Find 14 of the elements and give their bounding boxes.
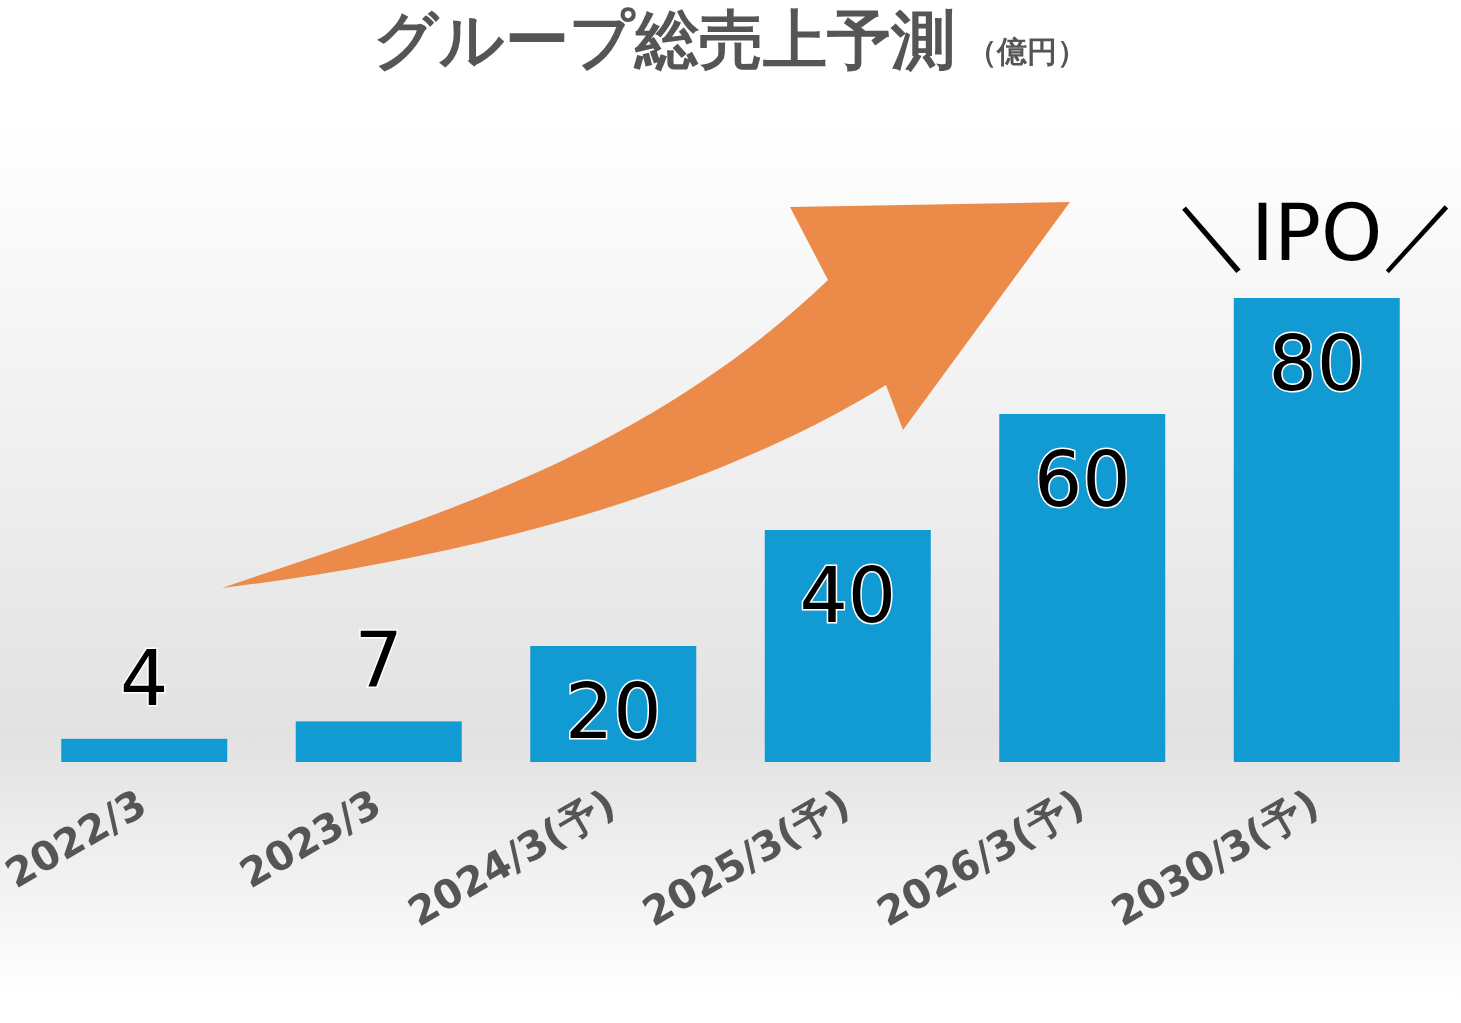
data-label: 20 [564, 667, 662, 756]
data-label: 4 [120, 633, 169, 723]
bar [295, 721, 462, 762]
bar [764, 530, 931, 762]
data-label: 40 [799, 551, 897, 640]
chart-title: グループ総売上予測 [373, 3, 955, 77]
annotation: ＼IPO／ [1173, 188, 1461, 278]
data-label: 80 [1268, 319, 1366, 408]
data-label: 7 [354, 616, 403, 706]
bar [999, 414, 1166, 762]
bar [61, 738, 228, 762]
chart-subtitle: （億円） [967, 34, 1087, 69]
data-label: 60 [1033, 435, 1131, 524]
bar [1233, 298, 1400, 762]
